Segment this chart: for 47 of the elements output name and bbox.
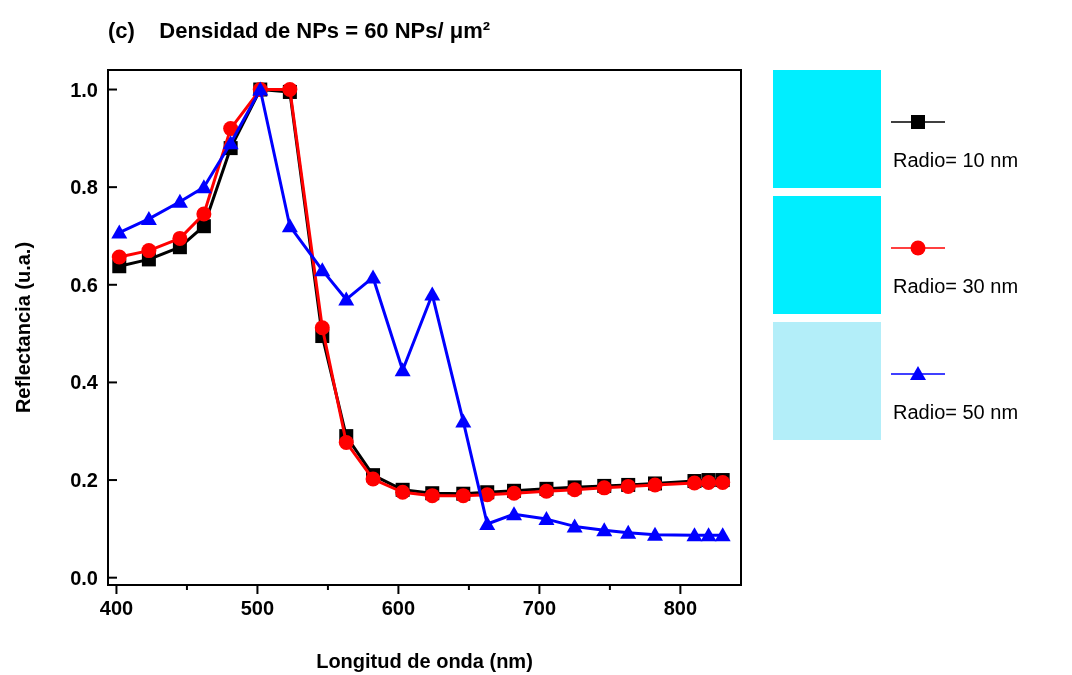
legend-label: Radio= 30 nm: [893, 275, 1019, 297]
point: [171, 193, 188, 208]
point: [222, 135, 239, 150]
legend-label: Radio= 50 nm: [893, 401, 1019, 423]
point: [141, 243, 157, 259]
point: [714, 527, 731, 542]
x-tick-label: 500: [240, 597, 275, 619]
point: [195, 179, 212, 194]
point: [338, 291, 355, 306]
point: [314, 320, 330, 336]
point: [424, 286, 441, 301]
point: [455, 413, 472, 428]
point: [281, 218, 298, 233]
point: [700, 527, 717, 542]
point: [620, 524, 637, 539]
point: [196, 206, 212, 222]
x-tick-label: 800: [663, 597, 698, 619]
chart-title: (c) Densidad de NPs = 60 NPs/ μm²: [108, 18, 491, 43]
point: [314, 262, 331, 277]
point: [506, 506, 523, 521]
point: [111, 224, 128, 239]
point: [686, 527, 703, 542]
point: [394, 362, 411, 377]
point: [365, 269, 382, 284]
legend-label: Radio= 10 nm: [893, 149, 1019, 171]
point: [479, 515, 496, 530]
point: [647, 526, 663, 541]
y-tick-label: 0.0: [70, 566, 98, 589]
y-tick-label: 0.6: [70, 273, 98, 296]
point: [223, 121, 239, 137]
x-tick-label: 700: [522, 597, 557, 619]
point: [596, 522, 613, 537]
y-tick-label: 0.4: [70, 371, 99, 394]
point: [111, 249, 127, 265]
y-tick-label: 0.8: [70, 176, 98, 199]
y-tick-label: 0.2: [70, 469, 98, 492]
point: [566, 518, 583, 533]
point: [172, 230, 188, 246]
y-axis-title: Reflectancia (u.a.): [12, 241, 34, 414]
x-axis-title: Longitud de onda (nm): [316, 650, 533, 672]
x-tick-label: 600: [381, 597, 416, 619]
point: [338, 434, 354, 450]
y-tick-label: 1.0: [70, 78, 98, 101]
point: [538, 511, 555, 526]
point: [365, 471, 381, 487]
point: [140, 210, 157, 225]
x-tick-label: 400: [99, 597, 134, 619]
